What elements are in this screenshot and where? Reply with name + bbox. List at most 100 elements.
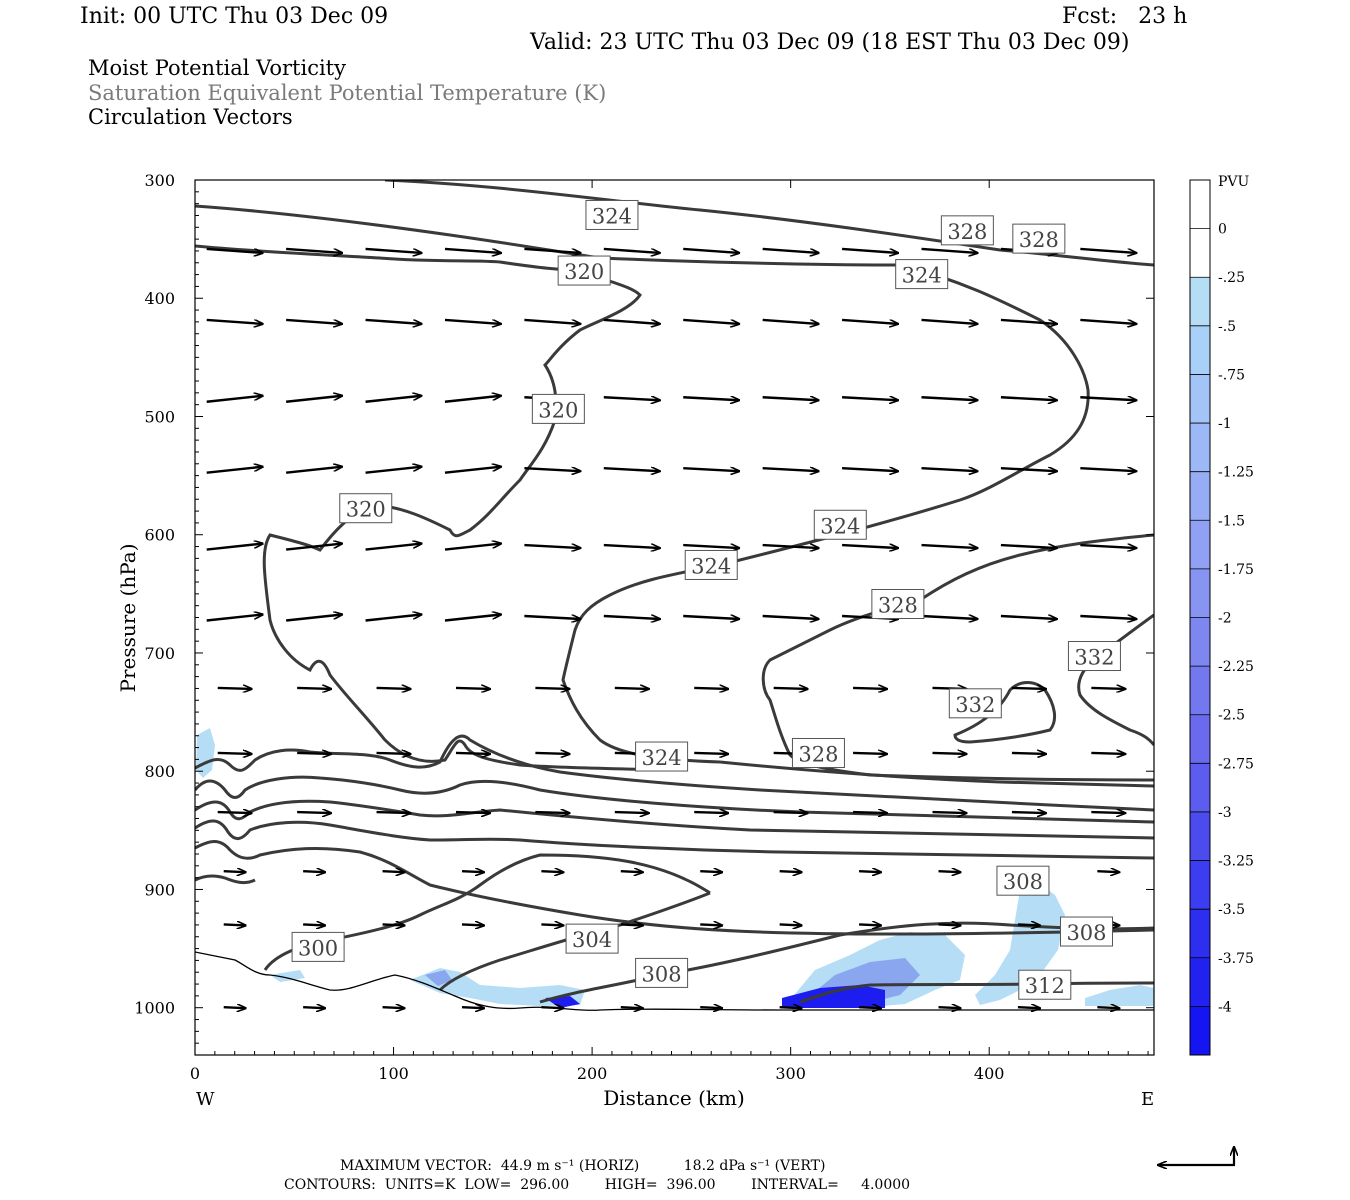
colorbar-label: -2.5 bbox=[1218, 708, 1245, 724]
contour-label: 328 bbox=[871, 588, 925, 619]
vector-arrow bbox=[206, 247, 263, 253]
contour-324-upper bbox=[195, 204, 1090, 764]
vector-arrow bbox=[762, 616, 819, 619]
vector-arrow bbox=[524, 468, 580, 471]
contour-label: 328 bbox=[1012, 223, 1066, 254]
contour-label-box bbox=[1059, 916, 1113, 947]
vector-arrow bbox=[683, 247, 739, 253]
vector-arrow bbox=[1000, 545, 1057, 548]
vector-arrow bbox=[455, 688, 490, 689]
contour-label: 320 bbox=[531, 393, 585, 424]
contour-label-text: 300 bbox=[298, 936, 338, 960]
colorbar-segment bbox=[1190, 180, 1210, 230]
contour-label-box bbox=[565, 923, 619, 954]
contour-label-text: 308 bbox=[642, 962, 682, 986]
contour-328-top bbox=[384, 180, 1154, 267]
vector-arrow bbox=[842, 545, 898, 548]
vector-arrow bbox=[841, 247, 898, 253]
contour-312 bbox=[195, 775, 1154, 824]
vector-arrow bbox=[535, 812, 569, 813]
vector-arrow bbox=[444, 247, 501, 253]
vector-arrow bbox=[1091, 812, 1125, 813]
contour-label-box bbox=[813, 509, 867, 540]
vector-arrow bbox=[223, 924, 246, 925]
contour-label-text: 320 bbox=[346, 498, 386, 522]
vector-arrow bbox=[1080, 545, 1136, 548]
vector-arrow bbox=[683, 468, 739, 471]
vector-arrow bbox=[938, 924, 960, 925]
contour-label-box bbox=[871, 588, 925, 619]
contour-label: 324 bbox=[684, 549, 738, 580]
vector-arrow bbox=[683, 616, 739, 619]
vector-arrow bbox=[932, 812, 966, 813]
vector-arrow bbox=[762, 545, 819, 548]
vector-arrow bbox=[444, 544, 501, 551]
contour-label: 304 bbox=[565, 923, 619, 954]
contour-label-text: 328 bbox=[798, 742, 838, 766]
colorbar-segment bbox=[1190, 957, 1210, 1007]
vector-arrow bbox=[853, 812, 887, 813]
vector-arrow bbox=[365, 544, 422, 551]
contour-label: 332 bbox=[1067, 641, 1121, 672]
max-vector-note: MAXIMUM VECTOR: 44.9 m s⁻¹ (HORIZ) 18.2 … bbox=[340, 1158, 826, 1174]
contour-upper-left bbox=[195, 244, 581, 272]
vector-arrow bbox=[921, 616, 977, 619]
contour-label-box bbox=[1018, 969, 1072, 1000]
vector-arrow bbox=[541, 1007, 563, 1008]
colorbar-label: -.5 bbox=[1218, 319, 1236, 335]
vector-arrow bbox=[1000, 318, 1057, 324]
y-tick-label: 700 bbox=[144, 644, 175, 663]
contour-label-text: 308 bbox=[1003, 870, 1043, 894]
contour-label-text: 332 bbox=[955, 693, 995, 717]
vector-arrow bbox=[541, 924, 563, 925]
vector-arrow bbox=[1080, 318, 1136, 324]
x-axis-label: Distance (km) bbox=[603, 1086, 745, 1110]
vector-arrow bbox=[286, 544, 342, 551]
vector-arrow bbox=[700, 924, 722, 925]
pv-colorbar: PVU 0 -.25 -.5 -.75 -1 -1.25 -1.5 -1.75 -2 -2.25 -2… bbox=[1189, 174, 1254, 1056]
colorbar-segment bbox=[1190, 811, 1210, 862]
circulation-vectors bbox=[206, 247, 1137, 1008]
vector-arrow bbox=[206, 396, 263, 403]
vector-arrow bbox=[455, 753, 490, 754]
vector-arrow bbox=[620, 871, 643, 872]
vector-arrow bbox=[455, 812, 490, 813]
colorbar-label: 0 bbox=[1218, 222, 1227, 238]
colorbar-segment bbox=[1190, 228, 1210, 278]
vector-arrow bbox=[620, 1007, 643, 1008]
x-tick-label: 200 bbox=[577, 1064, 608, 1083]
vector-arrow bbox=[1080, 247, 1136, 253]
vector-arrow bbox=[303, 871, 325, 872]
vector-arrow bbox=[1097, 1007, 1119, 1008]
contour-label-box bbox=[996, 865, 1050, 896]
contour-info-note: CONTOURS: UNITS=K LOW= 296.00 HIGH= 396.… bbox=[284, 1177, 911, 1193]
colorbar-segment bbox=[1190, 860, 1210, 910]
contour-label-text: 320 bbox=[538, 398, 578, 422]
pv-shade-410-440km bbox=[975, 880, 1065, 1005]
vector-arrow bbox=[1011, 688, 1046, 689]
colorbar-segment bbox=[1190, 374, 1210, 424]
vector-arrow bbox=[365, 615, 422, 622]
vector-arrow bbox=[779, 871, 802, 872]
vector-arrow bbox=[603, 616, 660, 619]
colorbar-label: -1.5 bbox=[1218, 513, 1245, 529]
vector-arrow bbox=[541, 871, 563, 872]
contour-304 bbox=[195, 819, 1154, 860]
forecast-hour: Fcst: 23 h bbox=[1062, 4, 1188, 29]
vector-arrow bbox=[841, 318, 898, 324]
colorbar-segment bbox=[1190, 714, 1210, 764]
contour-label: 320 bbox=[557, 255, 611, 286]
vector-arrow bbox=[921, 545, 977, 548]
contour-label-text: 324 bbox=[902, 264, 942, 288]
vector-arrow bbox=[779, 1007, 802, 1008]
vector-arrow bbox=[853, 688, 887, 689]
vector-arrow bbox=[461, 924, 484, 925]
contour-label-box bbox=[531, 393, 585, 424]
colorbar-label: -2.25 bbox=[1218, 659, 1254, 675]
contour-300-west bbox=[195, 874, 256, 885]
vector-arrow bbox=[365, 247, 422, 253]
vector-arrow bbox=[614, 688, 649, 689]
vector-arrow bbox=[1017, 924, 1040, 925]
vector-arrow bbox=[779, 924, 802, 925]
